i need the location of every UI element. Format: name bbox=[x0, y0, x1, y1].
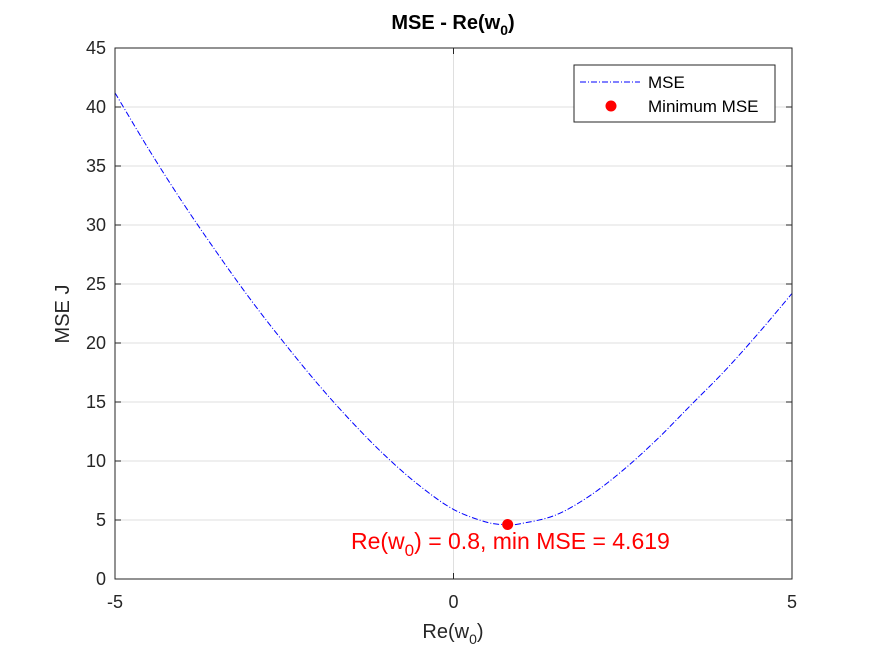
x-axis-label-subscript: 0 bbox=[469, 631, 477, 647]
y-tick-label: 5 bbox=[96, 510, 106, 530]
x-tick-label: 5 bbox=[787, 592, 797, 612]
chart-title-main: MSE - Re(w bbox=[391, 12, 500, 34]
x-tick-label: -5 bbox=[107, 592, 123, 612]
series-mse-line bbox=[114, 92, 793, 526]
annotation-post: ) = 0.8, min MSE = 4.619 bbox=[414, 528, 670, 554]
x-axis-label-tail: ) bbox=[477, 621, 484, 643]
y-tick-label: 25 bbox=[86, 274, 106, 294]
legend-box bbox=[573, 64, 776, 123]
y-tick-label: 20 bbox=[86, 333, 106, 353]
chart-title: MSE - Re(w0) bbox=[391, 12, 514, 38]
legend-marker-minimum bbox=[605, 100, 617, 112]
chart-title-tail: ) bbox=[508, 12, 515, 34]
x-axis-label-main: Re(w bbox=[422, 621, 469, 643]
tick-marks bbox=[114, 47, 793, 580]
y-tick-label: 35 bbox=[86, 156, 106, 176]
x-axis-label: Re(w0) bbox=[422, 621, 483, 647]
annotation-subscript: 0 bbox=[405, 541, 414, 560]
chart-title-subscript: 0 bbox=[500, 22, 508, 38]
minimum-mse-marker bbox=[502, 518, 514, 530]
minimum-annotation: Re(w0) = 0.8, min MSE = 4.619 bbox=[351, 528, 670, 560]
y-tick-label: 45 bbox=[86, 38, 106, 58]
y-tick-label: 40 bbox=[86, 97, 106, 117]
y-tick-label: 10 bbox=[86, 451, 106, 471]
legend-label-minimum: Minimum MSE bbox=[648, 97, 759, 116]
y-tick-label: 0 bbox=[96, 569, 106, 589]
legend: MSE Minimum MSE bbox=[573, 64, 776, 123]
y-tick-label: 15 bbox=[86, 392, 106, 412]
x-tick-label: 0 bbox=[448, 592, 458, 612]
annotation-pre: Re(w bbox=[351, 528, 405, 554]
y-tick-label: 30 bbox=[86, 215, 106, 235]
y-axis-label: MSE J bbox=[52, 285, 74, 344]
legend-label-mse: MSE bbox=[648, 73, 685, 92]
